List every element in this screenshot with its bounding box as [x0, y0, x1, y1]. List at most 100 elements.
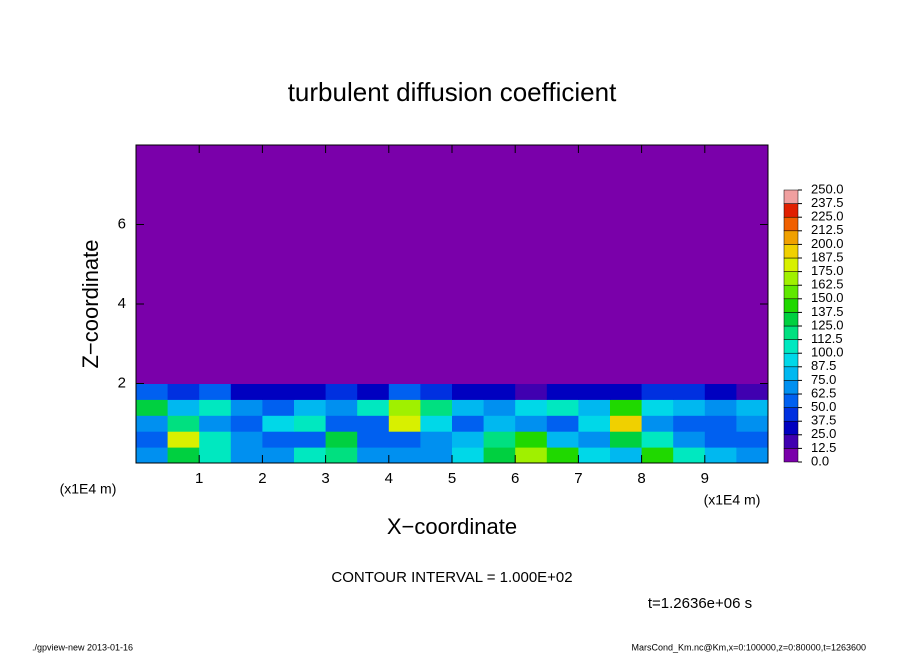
- cell: [262, 145, 295, 384]
- cell: [704, 399, 737, 416]
- colorbar-label: 50.0: [811, 399, 836, 414]
- colorbar-swatch: [783, 189, 799, 204]
- cell: [673, 145, 706, 384]
- cell: [357, 145, 390, 384]
- cell: [262, 399, 295, 416]
- x-tick-label: 3: [321, 470, 329, 487]
- cell: [673, 447, 706, 464]
- cell: [546, 145, 579, 384]
- cell: [230, 415, 263, 432]
- cell: [704, 415, 737, 432]
- cell: [230, 431, 263, 448]
- colorbar-swatch: [783, 257, 799, 272]
- cell: [230, 399, 263, 416]
- footer-right: MarsCond_Km.nc@Km,x=0:100000,z=0:80000,t…: [631, 642, 866, 652]
- cell: [704, 431, 737, 448]
- cell: [294, 415, 327, 432]
- cell: [515, 399, 548, 416]
- cell: [294, 145, 327, 384]
- cell: [199, 431, 232, 448]
- colorbar-swatch: [783, 203, 799, 218]
- cell: [294, 399, 327, 416]
- cell: [388, 399, 421, 416]
- cell: [420, 145, 453, 384]
- x-tick-label: 5: [448, 470, 456, 487]
- cell: [262, 447, 295, 464]
- chart-title: turbulent diffusion coefficient: [288, 77, 617, 107]
- x-tick-label: 1: [195, 470, 203, 487]
- cell: [578, 383, 611, 400]
- x-tick-label: 7: [574, 470, 582, 487]
- colorbar-swatch: [783, 325, 799, 340]
- colorbar-swatch: [783, 298, 799, 313]
- colorbar-label: 137.5: [811, 304, 844, 319]
- x-tick-label: 8: [637, 470, 645, 487]
- colorbar-label: 62.5: [811, 385, 836, 400]
- cell: [578, 399, 611, 416]
- cell: [388, 447, 421, 464]
- x-tick-label: 2: [258, 470, 266, 487]
- cell: [673, 399, 706, 416]
- colorbar-label: 162.5: [811, 277, 844, 292]
- colorbar-label: 100.0: [811, 345, 844, 360]
- cell: [452, 431, 485, 448]
- cell: [325, 447, 358, 464]
- cell: [641, 415, 674, 432]
- cell: [641, 383, 674, 400]
- cell: [199, 399, 232, 416]
- y-tick-label: 6: [118, 215, 126, 232]
- cell: [167, 415, 200, 432]
- cell: [420, 383, 453, 400]
- cell: [515, 383, 548, 400]
- colorbar-label: 150.0: [811, 290, 844, 305]
- cell: [357, 383, 390, 400]
- cell: [136, 431, 169, 448]
- colorbar-swatch: [783, 216, 799, 232]
- footer-left: ./gpview-new 2013-01-16: [32, 642, 133, 652]
- cell: [483, 447, 516, 464]
- cell: [610, 431, 643, 448]
- cell: [641, 399, 674, 416]
- cell: [452, 415, 485, 432]
- cell: [357, 399, 390, 416]
- cell: [325, 145, 358, 384]
- cell: [136, 145, 169, 384]
- cell: [357, 415, 390, 432]
- cell: [136, 447, 169, 464]
- cell: [167, 399, 200, 416]
- cell: [357, 447, 390, 464]
- cell: [673, 415, 706, 432]
- cell: [736, 447, 769, 464]
- cell: [736, 145, 769, 384]
- colorbar-swatch: [783, 393, 799, 408]
- cell: [167, 383, 200, 400]
- time-note: t=1.2636e+06 s: [648, 595, 752, 612]
- cell: [136, 399, 169, 416]
- colorbar-label: 250.0: [811, 181, 844, 196]
- cell: [294, 383, 327, 400]
- cell: [136, 415, 169, 432]
- cell: [420, 447, 453, 464]
- colorbar-swatch: [783, 284, 799, 300]
- cell: [515, 447, 548, 464]
- cell: [325, 399, 358, 416]
- cell: [578, 447, 611, 464]
- colorbar-label: 187.5: [811, 249, 844, 264]
- cell: [167, 431, 200, 448]
- cell: [230, 145, 263, 384]
- colorbar-swatch: [783, 244, 799, 259]
- cell: [357, 431, 390, 448]
- cell: [199, 415, 232, 432]
- cell: [483, 431, 516, 448]
- x-tick-label: 6: [511, 470, 519, 487]
- cell: [388, 431, 421, 448]
- cell: [452, 383, 485, 400]
- cell: [199, 145, 232, 384]
- colorbar-label: 125.0: [811, 317, 844, 332]
- cell: [641, 447, 674, 464]
- cell: [610, 447, 643, 464]
- cell: [483, 383, 516, 400]
- cell: [736, 399, 769, 416]
- cell: [420, 415, 453, 432]
